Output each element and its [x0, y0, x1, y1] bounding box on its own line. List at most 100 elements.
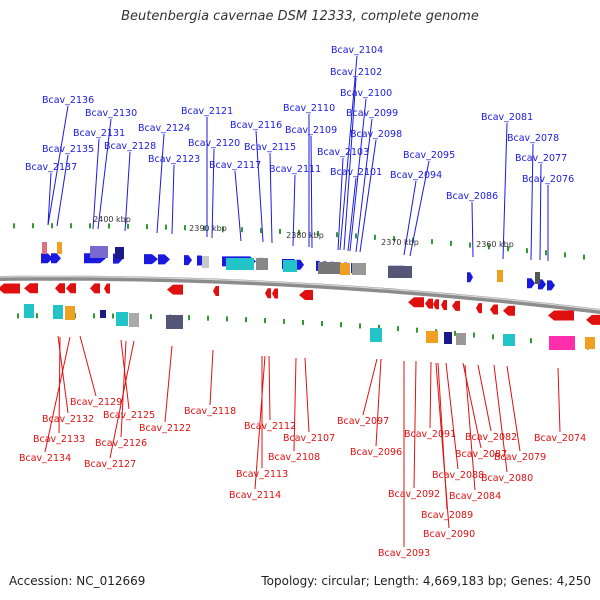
- forward-gene-label: Bcav_2076: [522, 174, 574, 185]
- reverse-gene-label: Bcav_2113: [236, 469, 288, 480]
- outer-feature-block: [90, 246, 108, 258]
- inner-feature-block: [116, 312, 128, 326]
- forward-gene-leader: [349, 98, 367, 252]
- forward-gene-leader: [343, 77, 357, 251]
- forward-gene-label: Bcav_2131: [73, 128, 125, 139]
- reverse-gene-label: Bcav_2090: [423, 529, 475, 540]
- reverse-gene-leader: [120, 339, 130, 410]
- reverse-gene-leader: [557, 367, 561, 433]
- reverse-gene-label: Bcav_2112: [244, 421, 296, 432]
- forward-gene-leader: [409, 160, 430, 257]
- forward-gene-leader: [234, 170, 242, 242]
- forward-gene-leader: [530, 143, 534, 261]
- forward-gene-leader: [47, 105, 69, 226]
- reverse-gene-leader: [435, 362, 450, 529]
- forward-gene-leader: [47, 172, 52, 226]
- forward-gene-arrow: [184, 255, 192, 266]
- forward-gene-label: Bcav_2099: [346, 108, 398, 119]
- reverse-gene-arrow: [476, 303, 482, 314]
- forward-gene-arrow: [296, 259, 304, 270]
- forward-gene-label: Bcav_2115: [244, 142, 296, 153]
- forward-gene-leader: [347, 177, 357, 252]
- inner-feature-block: [65, 306, 75, 320]
- forward-gene-leader: [56, 154, 69, 227]
- outer-feature-block: [497, 270, 503, 282]
- reverse-gene-arrow: [441, 299, 447, 310]
- reverse-gene-leader: [293, 357, 297, 452]
- reverse-gene-label: Bcav_2127: [84, 459, 136, 470]
- forward-gene-leader: [269, 152, 273, 244]
- reverse-gene-arrow: [490, 304, 498, 315]
- scale-label: 2380 kbp: [286, 231, 324, 240]
- reverse-gene-label: Bcav_2079: [494, 452, 546, 463]
- forward-gene-leader: [92, 138, 100, 230]
- reverse-gene-arrow: [55, 283, 65, 294]
- forward-gene-label: Bcav_2124: [138, 123, 190, 134]
- forward-gene-leader: [471, 201, 474, 258]
- reverse-gene-label: Bcav_2088: [432, 470, 484, 481]
- reverse-gene-leader: [429, 361, 432, 429]
- reverse-gene-arrow: [0, 283, 20, 294]
- forward-gene-label: Bcav_2120: [188, 138, 240, 149]
- inner-feature-block: [24, 304, 34, 318]
- scale-label: 2360 kbp: [476, 240, 514, 249]
- reverse-gene-leader: [445, 362, 459, 470]
- reverse-gene-label: Bcav_2082: [465, 432, 517, 443]
- forward-gene-label: Bcav_2111: [269, 164, 321, 175]
- forward-gene-arrow: [51, 253, 61, 264]
- reverse-gene-arrow: [167, 284, 183, 295]
- forward-gene-leader: [403, 180, 417, 256]
- forward-gene-label: Bcav_2102: [330, 67, 382, 78]
- forward-gene-leader: [124, 151, 131, 232]
- reverse-gene-leader: [464, 364, 476, 491]
- forward-gene-leader: [337, 157, 344, 251]
- genome-backbone: [0, 275, 600, 315]
- genome-title: Beutenbergia cavernae DSM 12333, complet…: [121, 9, 479, 24]
- forward-gene-label: Bcav_2135: [42, 144, 94, 155]
- forward-gene-label: Bcav_2117: [209, 160, 261, 171]
- inner-feature-block: [549, 336, 575, 350]
- reverse-gene-label: Bcav_2092: [388, 489, 440, 500]
- forward-gene-leader: [211, 148, 215, 239]
- outer-feature-block: [283, 260, 297, 272]
- reverse-gene-label: Bcav_2087: [455, 449, 507, 460]
- inner-feature-block: [503, 334, 515, 346]
- forward-gene-label: Bcav_2121: [181, 106, 233, 117]
- inner-feature-block: [100, 310, 106, 318]
- forward-gene-leader: [97, 118, 112, 230]
- forward-gene-leader: [171, 164, 175, 235]
- reverse-gene-label: Bcav_2097: [337, 416, 389, 427]
- forward-gene-label: Bcav_2078: [507, 133, 559, 144]
- outer-feature-block: [202, 256, 209, 268]
- reverse-gene-label: Bcav_2091: [404, 429, 456, 440]
- inner-feature-block: [456, 333, 466, 345]
- forward-gene-arrow: [144, 254, 158, 265]
- reverse-gene-label: Bcav_2096: [350, 447, 402, 458]
- forward-gene-leader: [310, 135, 313, 249]
- forward-gene-leader: [339, 55, 358, 251]
- reverse-gene-label: Bcav_2129: [70, 397, 122, 408]
- reverse-gene-label: Bcav_2132: [42, 414, 94, 425]
- outer-feature-block: [340, 263, 350, 275]
- reverse-gene-leader: [254, 355, 266, 490]
- reverse-gene-label: Bcav_2125: [103, 410, 155, 421]
- reverse-gene-arrow: [433, 299, 439, 310]
- reverse-gene-label: Bcav_2134: [19, 453, 71, 464]
- forward-gene-leader: [292, 174, 296, 247]
- outer-feature-block: [535, 272, 540, 284]
- reverse-gene-leader: [109, 340, 135, 459]
- scale-label: 2370 kbp: [381, 238, 419, 247]
- forward-gene-label: Bcav_2136: [42, 95, 94, 106]
- reverse-gene-leader: [506, 365, 521, 452]
- forward-gene-leader: [359, 139, 377, 253]
- reverse-gene-arrow: [90, 283, 100, 294]
- reverse-gene-leader: [477, 364, 492, 432]
- genome-backbone-highlight: [0, 276, 600, 311]
- outer-feature-block: [388, 266, 412, 278]
- reverse-gene-label: Bcav_2118: [184, 406, 236, 417]
- forward-gene-label: Bcav_2103: [317, 147, 369, 158]
- forward-gene-label: Bcav_2094: [390, 170, 442, 181]
- reverse-gene-label: Bcav_2080: [481, 473, 533, 484]
